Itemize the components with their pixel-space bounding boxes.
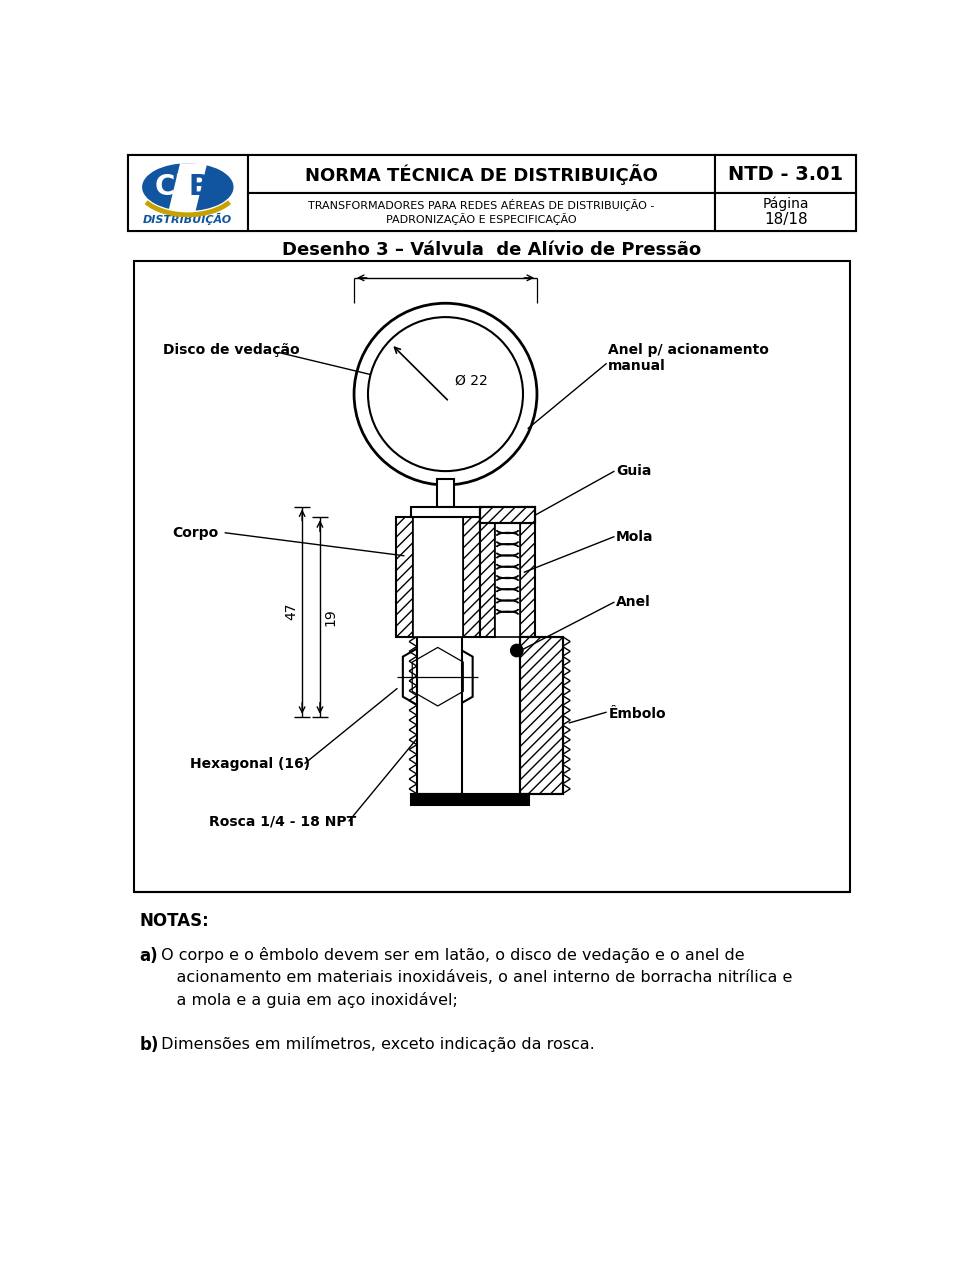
- Bar: [480, 506, 495, 637]
- Text: 47: 47: [284, 602, 299, 620]
- Text: Guia: Guia: [616, 464, 652, 479]
- Bar: [463, 518, 480, 637]
- Text: Êmbolo: Êmbolo: [609, 707, 666, 721]
- Text: Dimensões em milímetros, exceto indicação da rosca.: Dimensões em milímetros, exceto indicaçã…: [156, 1036, 595, 1052]
- Bar: [520, 637, 563, 793]
- Bar: [411, 793, 529, 805]
- Text: CE: CE: [155, 173, 194, 201]
- Text: Rosca 1/4 - 18 NPT: Rosca 1/4 - 18 NPT: [209, 815, 356, 829]
- Bar: [134, 261, 850, 892]
- Text: Anel: Anel: [616, 595, 651, 609]
- Text: Mola: Mola: [616, 529, 654, 543]
- Text: DISTRIBUIÇÃO: DISTRIBUIÇÃO: [143, 213, 232, 225]
- Bar: [411, 506, 480, 518]
- Bar: [248, 193, 715, 231]
- Text: NTD - 3.01: NTD - 3.01: [729, 164, 843, 184]
- Bar: [248, 155, 715, 193]
- Text: TRANSFORMADORES PARA REDES AÉREAS DE DISTRIBUIÇÃO -
PADRONIZAÇÃO E ESPECIFICAÇÃO: TRANSFORMADORES PARA REDES AÉREAS DE DIS…: [308, 200, 655, 225]
- Bar: [480, 506, 536, 523]
- Bar: [128, 155, 856, 231]
- Text: 18/18: 18/18: [764, 212, 807, 227]
- Bar: [396, 518, 413, 637]
- Text: NOTAS:: NOTAS:: [139, 912, 209, 931]
- Polygon shape: [168, 163, 207, 211]
- Text: Desenho 3 – Válvula  de Alívio de Pressão: Desenho 3 – Válvula de Alívio de Pressão: [282, 241, 702, 259]
- Bar: [715, 155, 856, 193]
- Text: Anel p/ acionamento
manual: Anel p/ acionamento manual: [609, 342, 769, 373]
- Bar: [520, 506, 536, 637]
- Bar: [417, 637, 462, 793]
- Circle shape: [511, 644, 523, 657]
- Bar: [715, 193, 856, 231]
- Text: NORMA TÉCNICA DE DISTRIBUIÇÃO: NORMA TÉCNICA DE DISTRIBUIÇÃO: [305, 164, 658, 184]
- Text: b): b): [139, 1036, 158, 1053]
- Text: 19: 19: [323, 609, 337, 626]
- Text: Hexagonal (16): Hexagonal (16): [190, 757, 310, 770]
- Bar: [128, 155, 248, 231]
- Bar: [413, 518, 463, 637]
- Bar: [520, 637, 563, 793]
- Text: Disco de vedação: Disco de vedação: [162, 344, 300, 357]
- Text: a): a): [139, 947, 158, 965]
- Ellipse shape: [142, 163, 233, 211]
- Circle shape: [368, 317, 523, 471]
- Bar: [437, 479, 454, 506]
- Bar: [495, 506, 520, 637]
- Text: B: B: [189, 173, 210, 201]
- Text: Corpo: Corpo: [173, 525, 219, 539]
- Text: Ø 22: Ø 22: [455, 374, 488, 388]
- Text: O corpo e o êmbolo devem ser em latão, o disco de vedação e o anel de
    aciona: O corpo e o êmbolo devem ser em latão, o…: [156, 947, 793, 1008]
- Polygon shape: [403, 637, 472, 716]
- Bar: [480, 506, 536, 523]
- Text: Página: Página: [762, 197, 809, 211]
